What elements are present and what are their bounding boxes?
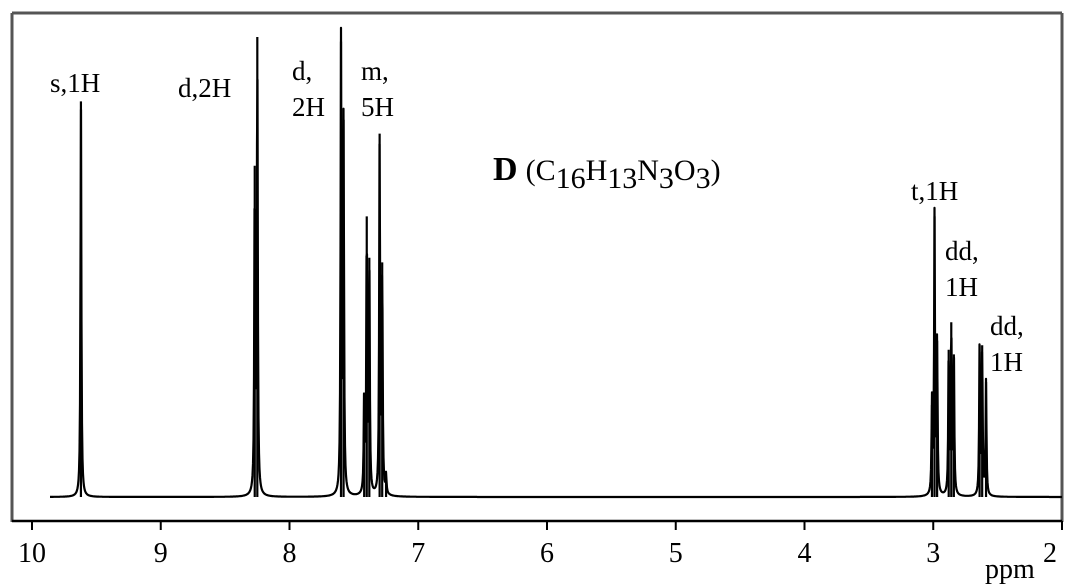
formula-count: 3 (696, 162, 711, 195)
formula-count: 16 (556, 162, 586, 195)
formula-element: O (674, 154, 696, 187)
peak-label: 2H (292, 92, 325, 122)
formula-open-paren: ( (526, 154, 536, 187)
x-tick-label: 2 (1043, 538, 1057, 569)
peak-label: dd, (990, 311, 1024, 341)
peak-label: d,2H (178, 73, 231, 103)
x-tick-label: 7 (411, 538, 425, 569)
formula-element: C (536, 154, 556, 187)
peak-label: 1H (945, 272, 978, 302)
compound-annotation: D (C16H13N3O3) (493, 151, 721, 195)
peak-label: s,1H (50, 68, 100, 98)
formula-count: 13 (607, 162, 637, 195)
x-tick-label: 4 (798, 538, 812, 569)
x-tick-label: 10 (18, 538, 46, 569)
compound-letter: D (493, 151, 518, 188)
peak-label: m, (361, 56, 389, 86)
peak-label: t,1H (911, 176, 958, 206)
compound-formula: (C16H13N3O3) (526, 154, 721, 195)
x-tick-label: 3 (926, 538, 940, 569)
x-tick-label: 5 (669, 538, 683, 569)
formula-element: H (586, 154, 608, 187)
peak-label: 5H (361, 92, 394, 122)
x-tick-label: 9 (154, 538, 168, 569)
peak-label: 1H (990, 347, 1023, 377)
peak-lines (79, 37, 988, 497)
formula-count: 3 (659, 162, 674, 195)
x-axis-ticks: 10 9 8 7 6 5 4 3 2 (18, 521, 1063, 569)
peak-label: d, (292, 56, 312, 86)
peak-label: dd, (945, 236, 979, 266)
x-tick-label: 8 (283, 538, 297, 569)
formula-close-paren: ) (711, 154, 721, 187)
x-tick-label: 6 (540, 538, 554, 569)
spectrum-trace (49, 26, 1063, 499)
formula-element: N (637, 154, 659, 187)
x-axis-unit-label: ppm (985, 554, 1035, 585)
